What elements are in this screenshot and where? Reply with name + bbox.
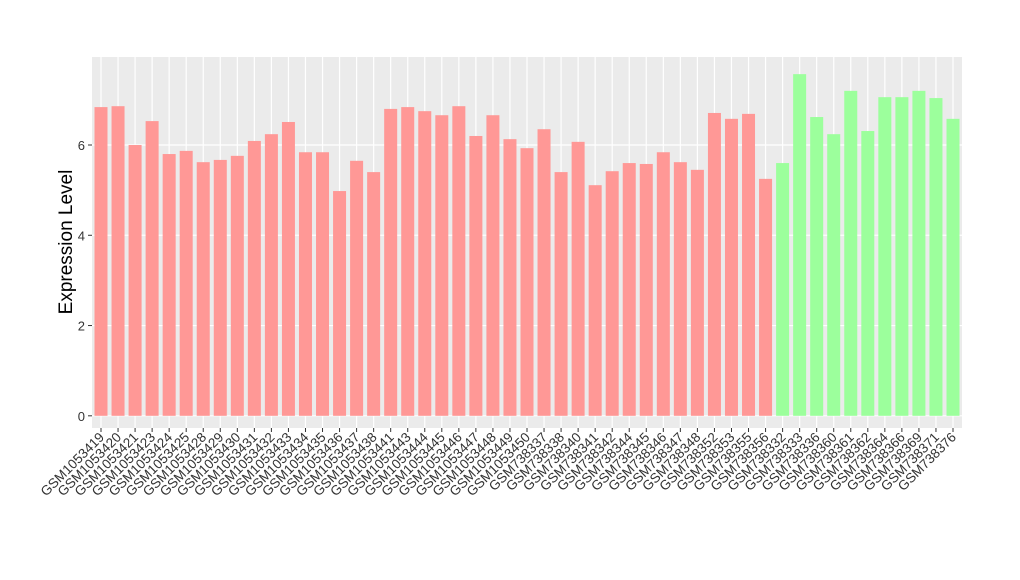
bar	[656, 152, 670, 416]
bar	[333, 191, 347, 416]
bar	[145, 121, 159, 416]
bar	[469, 135, 483, 416]
y-tick-label: 4	[78, 228, 85, 243]
bar	[128, 145, 142, 416]
bar	[810, 117, 824, 416]
bar	[605, 171, 619, 416]
bar	[588, 185, 602, 416]
bar	[94, 107, 108, 416]
bar	[196, 162, 210, 416]
bar	[844, 90, 858, 416]
bar	[861, 131, 875, 416]
bar	[264, 134, 278, 416]
bar	[520, 148, 534, 416]
y-tick-label: 6	[78, 138, 85, 153]
bar	[759, 178, 773, 416]
bar	[281, 121, 295, 416]
bar	[742, 113, 756, 416]
bar	[247, 140, 261, 416]
bar	[503, 139, 517, 416]
bar	[673, 162, 687, 416]
bar	[367, 172, 381, 416]
bar	[827, 134, 841, 416]
bar	[350, 160, 364, 416]
bar	[435, 115, 449, 416]
bar	[230, 155, 244, 416]
bar	[912, 90, 926, 416]
bar	[776, 163, 790, 416]
y-tick-label: 2	[78, 319, 85, 334]
bar	[384, 108, 398, 416]
bar	[179, 150, 193, 416]
bar	[724, 118, 738, 416]
bar	[401, 107, 415, 416]
y-tick-label: 0	[78, 409, 85, 424]
bar	[213, 159, 227, 416]
bar	[793, 74, 807, 416]
bar	[111, 106, 125, 416]
bar	[895, 97, 909, 416]
bar	[929, 98, 943, 416]
bar	[878, 97, 892, 416]
bar	[554, 172, 568, 416]
bar	[418, 111, 432, 416]
bar	[622, 163, 636, 416]
bar	[316, 152, 330, 416]
bar	[452, 106, 466, 416]
bar	[162, 154, 176, 416]
bar	[946, 118, 960, 416]
y-axis-label: Expression Level	[56, 170, 77, 315]
bar	[707, 112, 721, 416]
bar	[639, 163, 653, 416]
bar	[537, 129, 551, 416]
bar	[298, 152, 312, 416]
bar	[486, 115, 500, 416]
bar	[690, 169, 704, 416]
bar	[571, 141, 585, 416]
